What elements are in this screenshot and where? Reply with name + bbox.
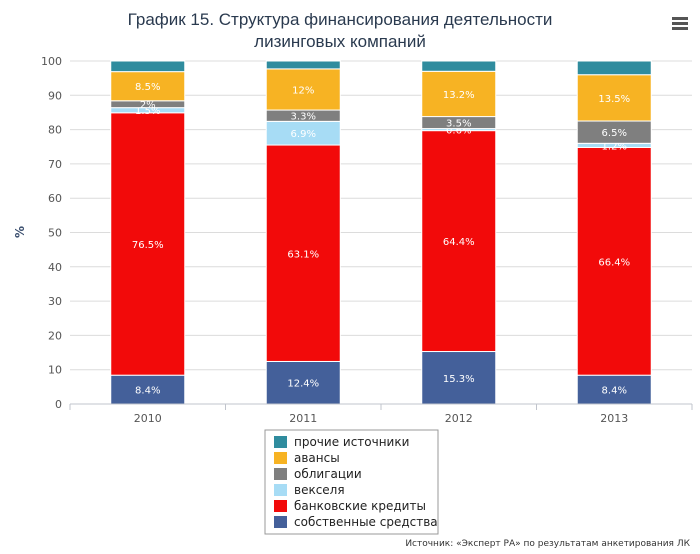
- bar-stack-2012: 15.3% 64.4% 0.6%3.5% 13.2%: [421, 60, 497, 405]
- data-label: 6.5%: [602, 128, 627, 139]
- hamburger-menu-icon[interactable]: [672, 17, 688, 30]
- bar-segment[interactable]: [265, 68, 341, 111]
- bar-segment[interactable]: [421, 351, 497, 405]
- data-label: 76.5%: [132, 240, 164, 251]
- y-tick-label: 100: [41, 55, 62, 68]
- data-label: 12.4%: [287, 379, 319, 390]
- legend-label: векселя: [294, 483, 345, 497]
- data-label: 1.5%: [135, 106, 160, 117]
- bar-segment[interactable]: [576, 146, 652, 376]
- legend-swatch: [274, 500, 287, 512]
- y-tick-label: 70: [48, 158, 62, 171]
- legend-label: облигации: [294, 467, 362, 481]
- y-tick-label: 0: [55, 398, 62, 411]
- x-tick-label: 2013: [600, 412, 628, 425]
- legend-swatch: [274, 436, 287, 448]
- legend-swatch: [274, 484, 287, 496]
- bar-stack-2011: 12.4% 63.1% 6.9% 3.3% 12%: [265, 60, 341, 405]
- legend-label: прочие источники: [294, 435, 409, 449]
- legend-item[interactable]: банковские кредиты: [274, 499, 426, 513]
- bar-segment[interactable]: [265, 60, 341, 70]
- data-label: 3.3%: [291, 112, 316, 123]
- y-axis-label: %: [13, 226, 27, 238]
- chart-title-line-2: лизинговых компаний: [254, 32, 426, 51]
- y-tick-label: 90: [48, 89, 62, 102]
- legend: прочие источники авансы облигации векселя ба…: [274, 435, 438, 529]
- y-tick-label: 50: [48, 227, 62, 240]
- data-label: 8.5%: [135, 82, 160, 93]
- y-tick-label: 10: [48, 364, 62, 377]
- data-label: 12%: [292, 85, 314, 96]
- x-tick-label: 2010: [134, 412, 162, 425]
- source-note: Источник: «Эксперт РА» по результатам ан…: [405, 539, 690, 549]
- legend-swatch: [274, 452, 287, 464]
- data-label: 13.2%: [443, 90, 475, 101]
- y-tick-label: 80: [48, 124, 62, 137]
- data-label: 8.4%: [135, 386, 160, 397]
- data-label: 0.6%: [446, 126, 471, 137]
- data-label: 1.2%: [602, 141, 627, 152]
- bar-segment[interactable]: [576, 60, 652, 76]
- bar-segment[interactable]: [265, 144, 341, 362]
- legend-item[interactable]: прочие источники: [274, 435, 409, 449]
- legend-item[interactable]: облигации: [274, 467, 362, 481]
- x-axis: 2010 2011 2012 2013: [69, 403, 693, 425]
- data-label: 2%: [140, 100, 156, 111]
- data-label: 66.4%: [598, 257, 630, 268]
- y-tick-label: 20: [48, 329, 62, 342]
- x-tick-label: 2011: [289, 412, 317, 425]
- data-label: 64.4%: [443, 237, 475, 248]
- data-label: 3.5%: [446, 119, 471, 130]
- bar-stack-2013: 8.4% 66.4% 1.2% 6.5% 13.5%: [576, 60, 652, 405]
- legend-label: банковские кредиты: [294, 499, 426, 513]
- x-tick-label: 2012: [445, 412, 473, 425]
- bar-stack-2010: 8.4% 76.5% 1.5%2% 8.5%: [110, 60, 186, 405]
- legend-swatch: [274, 468, 287, 480]
- legend-swatch: [274, 516, 287, 528]
- bar-segment[interactable]: [265, 360, 341, 405]
- legend-label: авансы: [294, 451, 340, 465]
- data-label: 15.3%: [443, 374, 475, 385]
- legend-box: [264, 429, 439, 535]
- bar-segment[interactable]: [110, 60, 186, 73]
- data-label: 63.1%: [287, 249, 319, 260]
- y-tick-label: 30: [48, 295, 62, 308]
- bar-segment[interactable]: [421, 60, 497, 72]
- data-label: 6.9%: [291, 129, 316, 140]
- bar-segment[interactable]: [576, 74, 652, 122]
- legend-item[interactable]: авансы: [274, 451, 340, 465]
- bar-segment[interactable]: [110, 112, 186, 376]
- chart-title-line-1: График 15. Структура финансирования деят…: [128, 10, 553, 29]
- y-tick-label: 40: [48, 261, 62, 274]
- bar-segment[interactable]: [110, 374, 186, 405]
- legend-item[interactable]: векселя: [274, 483, 345, 497]
- legend-item[interactable]: собственные средства: [274, 515, 438, 529]
- data-label: 8.4%: [602, 386, 627, 397]
- y-tick-label: 60: [48, 192, 62, 205]
- y-axis: 0 10 20 30 40 50 60 70 80 90 100: [41, 55, 62, 411]
- legend-label: собственные средства: [294, 515, 438, 529]
- bars: 8.4% 76.5% 1.5%2% 8.5% 12.4% 63.1% 6.9% 3.3% 12%…: [110, 60, 652, 405]
- bar-segment[interactable]: [110, 71, 186, 102]
- data-label: 13.5%: [598, 94, 630, 105]
